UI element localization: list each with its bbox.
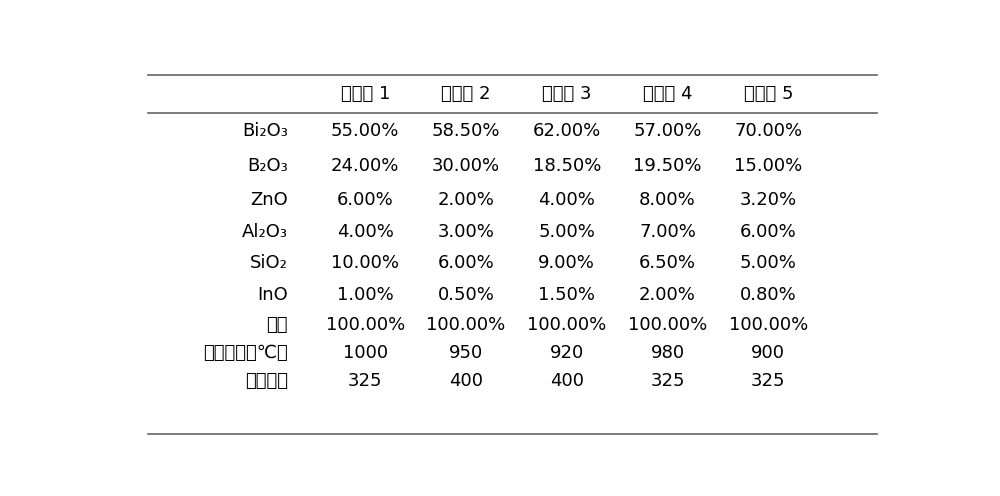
Text: 900: 900	[751, 344, 785, 362]
Text: 5.00%: 5.00%	[538, 223, 595, 241]
Text: 6.00%: 6.00%	[337, 191, 394, 209]
Text: 980: 980	[650, 344, 685, 362]
Text: 8.00%: 8.00%	[639, 191, 696, 209]
Text: 15.00%: 15.00%	[734, 157, 802, 175]
Text: 920: 920	[550, 344, 584, 362]
Text: 55.00%: 55.00%	[331, 122, 399, 140]
Text: 3.20%: 3.20%	[740, 191, 797, 209]
Text: 总量: 总量	[266, 316, 288, 334]
Text: 19.50%: 19.50%	[633, 157, 702, 175]
Text: 950: 950	[449, 344, 483, 362]
Text: 7.00%: 7.00%	[639, 223, 696, 241]
Text: InO: InO	[257, 286, 288, 304]
Text: 30.00%: 30.00%	[432, 157, 500, 175]
Text: 实施例 3: 实施例 3	[542, 85, 592, 103]
Text: 400: 400	[449, 372, 483, 390]
Text: 加热温度（℃）: 加热温度（℃）	[203, 344, 288, 362]
Text: 2.00%: 2.00%	[438, 191, 494, 209]
Text: 9.00%: 9.00%	[538, 254, 595, 272]
Text: 实施例 4: 实施例 4	[643, 85, 692, 103]
Text: 过筛目数: 过筛目数	[245, 372, 288, 390]
Text: B₂O₃: B₂O₃	[247, 157, 288, 175]
Text: 62.00%: 62.00%	[533, 122, 601, 140]
Text: 100.00%: 100.00%	[628, 316, 707, 334]
Text: 10.00%: 10.00%	[331, 254, 399, 272]
Text: 5.00%: 5.00%	[740, 254, 797, 272]
Text: 3.00%: 3.00%	[438, 223, 494, 241]
Text: 100.00%: 100.00%	[426, 316, 506, 334]
Text: 100.00%: 100.00%	[527, 316, 606, 334]
Text: 1.00%: 1.00%	[337, 286, 394, 304]
Text: 实施例 5: 实施例 5	[744, 85, 793, 103]
Text: 6.50%: 6.50%	[639, 254, 696, 272]
Text: 1.50%: 1.50%	[538, 286, 595, 304]
Text: 实施例 2: 实施例 2	[441, 85, 491, 103]
Text: 0.50%: 0.50%	[438, 286, 494, 304]
Text: Bi₂O₃: Bi₂O₃	[242, 122, 288, 140]
Text: 325: 325	[348, 372, 382, 390]
Text: 6.00%: 6.00%	[438, 254, 494, 272]
Text: 57.00%: 57.00%	[633, 122, 702, 140]
Text: 70.00%: 70.00%	[734, 122, 802, 140]
Text: 100.00%: 100.00%	[729, 316, 808, 334]
Text: 1000: 1000	[343, 344, 388, 362]
Text: 实施例 1: 实施例 1	[341, 85, 390, 103]
Text: SiO₂: SiO₂	[250, 254, 288, 272]
Text: 4.00%: 4.00%	[538, 191, 595, 209]
Text: 325: 325	[751, 372, 786, 390]
Text: ZnO: ZnO	[250, 191, 288, 209]
Text: 0.80%: 0.80%	[740, 286, 797, 304]
Text: 4.00%: 4.00%	[337, 223, 394, 241]
Text: 100.00%: 100.00%	[326, 316, 405, 334]
Text: 18.50%: 18.50%	[533, 157, 601, 175]
Text: 6.00%: 6.00%	[740, 223, 797, 241]
Text: 2.00%: 2.00%	[639, 286, 696, 304]
Text: 325: 325	[650, 372, 685, 390]
Text: 58.50%: 58.50%	[432, 122, 500, 140]
Text: Al₂O₃: Al₂O₃	[242, 223, 288, 241]
Text: 400: 400	[550, 372, 584, 390]
Text: 24.00%: 24.00%	[331, 157, 399, 175]
